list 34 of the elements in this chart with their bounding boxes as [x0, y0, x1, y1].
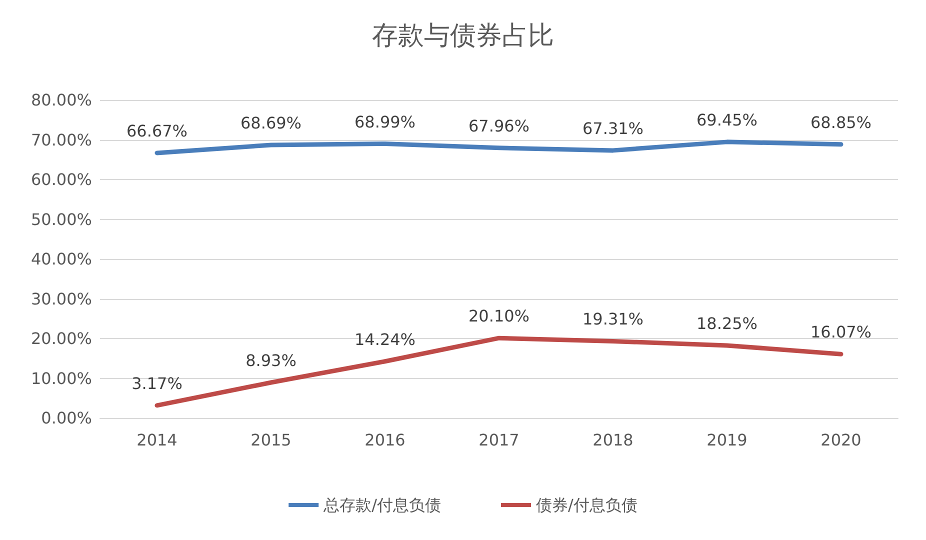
y-tick-label: 80.00%	[30, 90, 92, 110]
x-tick-label: 2019	[706, 430, 748, 450]
legend-label: 债券/付息负债	[536, 496, 638, 514]
data-label: 68.69%	[240, 113, 302, 132]
y-tick-label: 20.00%	[30, 329, 92, 348]
x-tick-label: 2018	[592, 430, 634, 450]
chart-title: 存款与债券占比	[372, 21, 554, 51]
x-tick-label: 2015	[250, 430, 292, 450]
y-tick-label: 60.00%	[30, 170, 92, 189]
data-label: 68.99%	[354, 112, 416, 132]
x-tick-label: 2014	[136, 430, 178, 450]
data-label: 19.31%	[582, 310, 644, 329]
data-label: 69.45%	[696, 110, 758, 130]
x-tick-label: 2017	[478, 430, 520, 450]
data-label: 67.96%	[468, 116, 530, 136]
line-series	[154, 140, 844, 156]
x-tick-label: 2016	[364, 430, 406, 450]
data-label: 20.10%	[468, 306, 530, 326]
y-tick-label: 10.00%	[30, 368, 92, 388]
x-tick-label: 2020	[820, 430, 862, 450]
data-label: 8.93%	[246, 351, 296, 370]
data-label: 68.85%	[810, 112, 872, 132]
y-tick-label: 30.00%	[30, 289, 92, 308]
y-tick-label: 0.00%	[41, 408, 92, 428]
data-label: 16.07%	[810, 322, 872, 342]
data-label: 18.25%	[696, 314, 758, 333]
data-label: 14.24%	[354, 330, 416, 349]
data-label: 66.67%	[126, 121, 188, 140]
y-tick-label: 70.00%	[30, 130, 92, 150]
legend-label: 总存款/付息负债	[322, 496, 441, 514]
data-label: 67.31%	[582, 118, 644, 138]
data-label: 3.17%	[132, 374, 182, 393]
y-tick-label: 50.00%	[30, 210, 92, 229]
y-tick-label: 40.00%	[30, 250, 92, 268]
